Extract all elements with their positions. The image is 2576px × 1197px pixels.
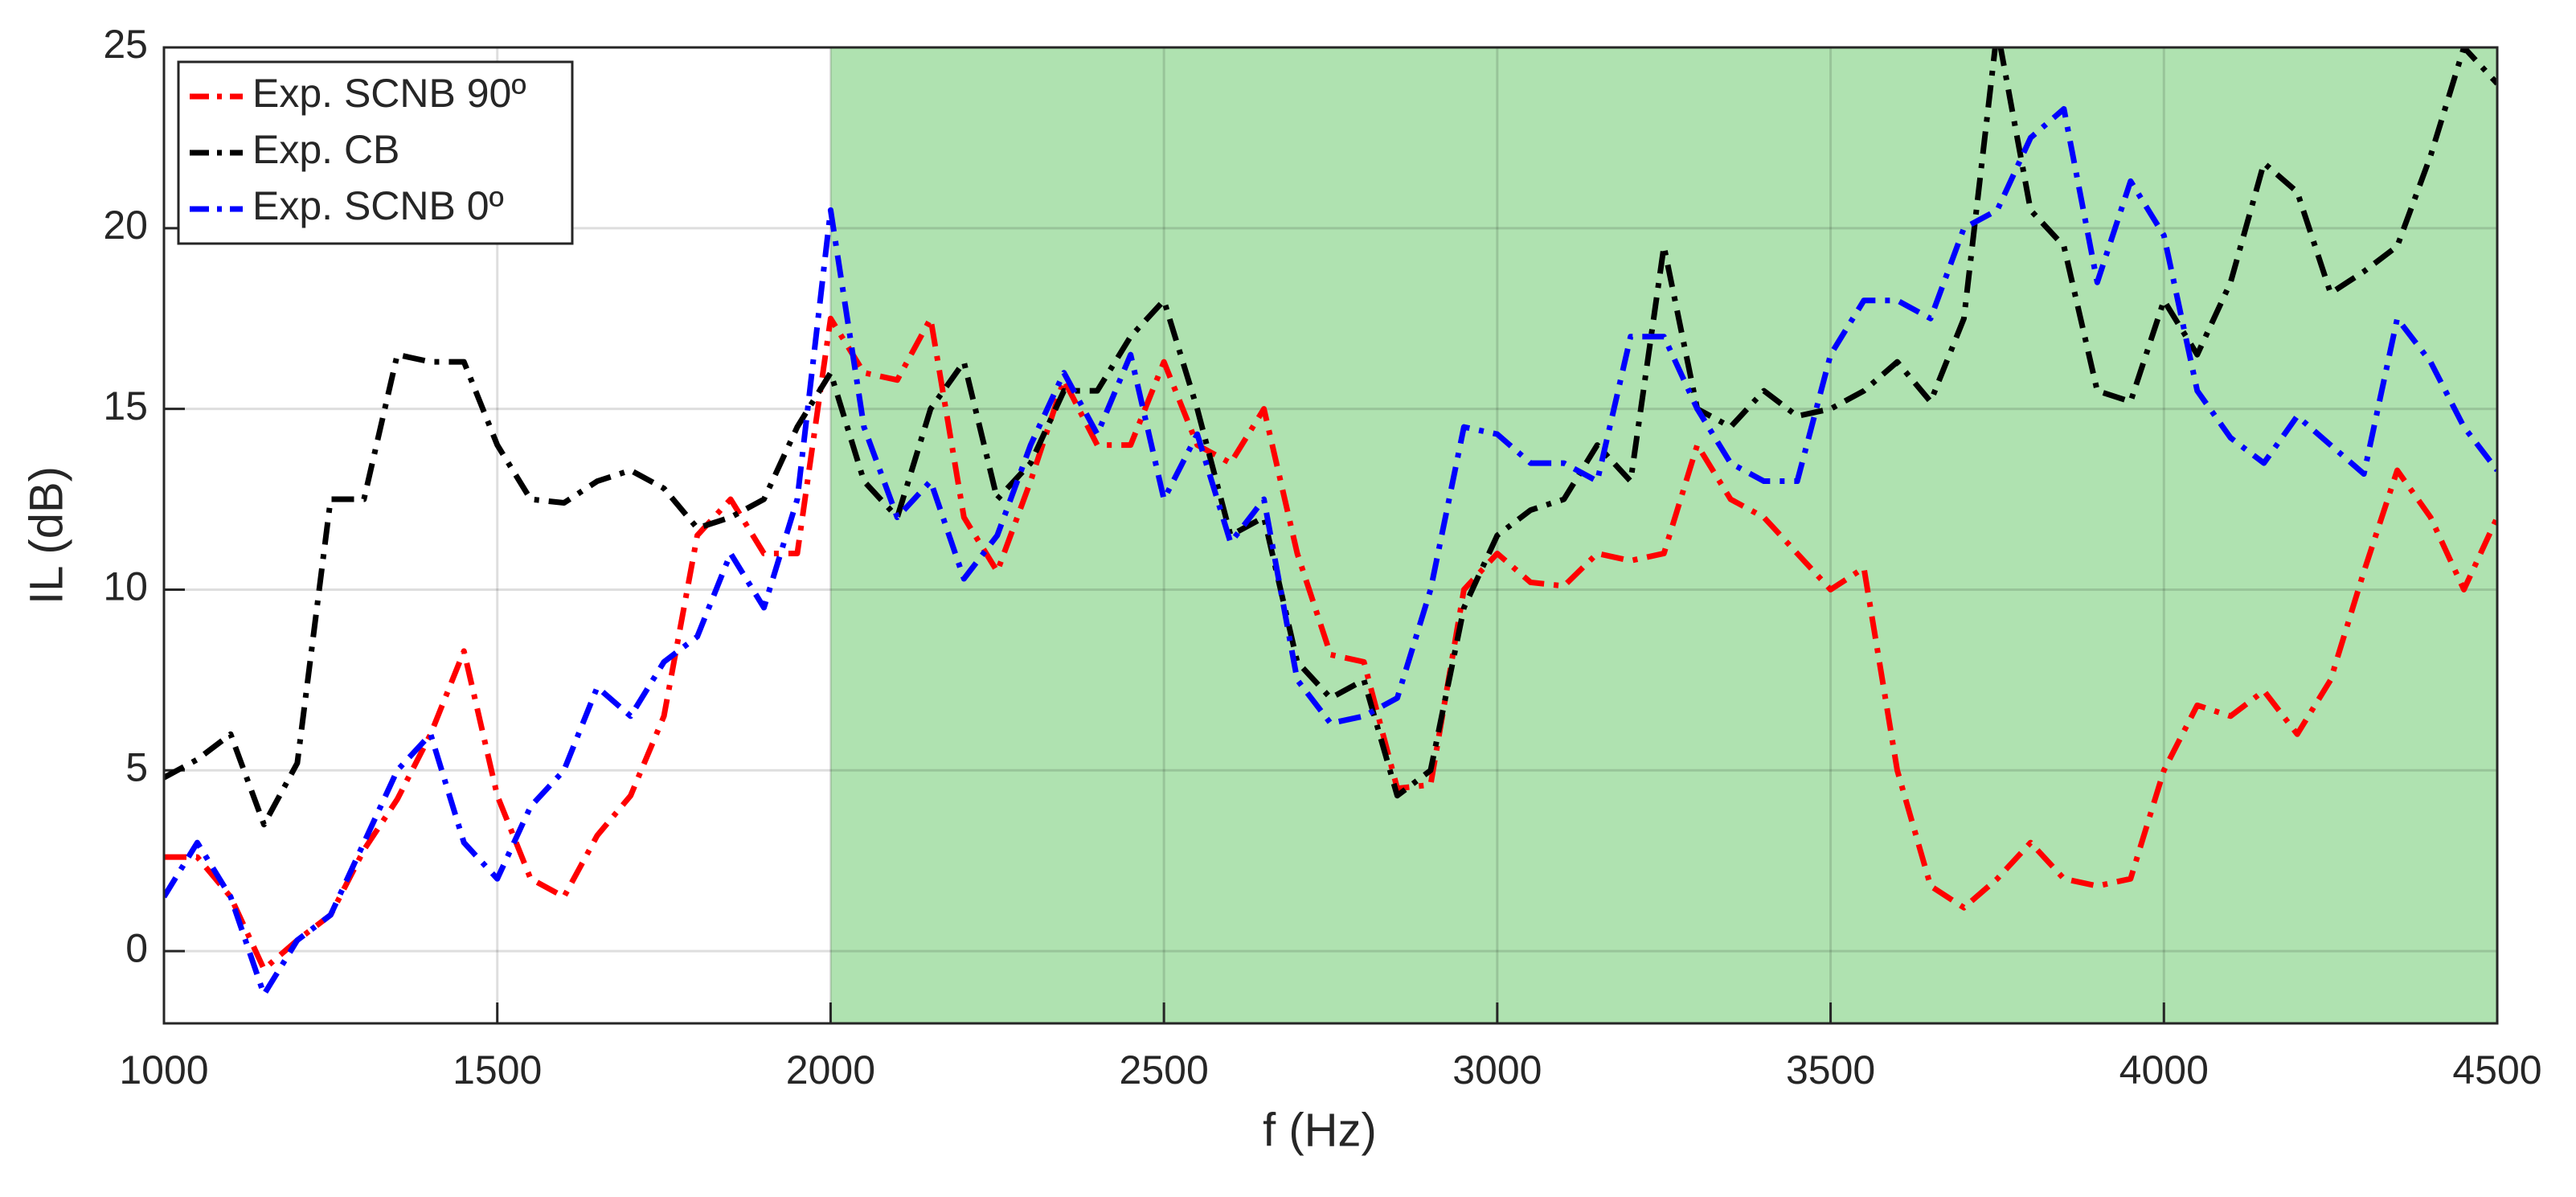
y-tick-label: 15	[103, 383, 148, 428]
y-tick-label: 10	[103, 564, 148, 609]
shaded-region	[830, 47, 2497, 1023]
y-tick-label: 20	[103, 203, 148, 248]
x-axis-label: f (Hz)	[1263, 1104, 1377, 1156]
legend-box	[177, 60, 574, 245]
y-axis-label: IL (dB)	[20, 466, 72, 605]
legend-label: Exp. SCNB 0º	[252, 183, 504, 228]
x-tick-label: 4000	[2119, 1047, 2209, 1092]
x-tick-label: 3500	[1786, 1047, 1875, 1092]
data-line	[164, 47, 2497, 828]
x-tick-label: 3000	[1452, 1047, 1542, 1092]
y-tick-label: 5	[125, 744, 148, 789]
y-tick-label: 25	[103, 22, 148, 67]
data-line	[164, 315, 2497, 973]
plot-area	[164, 47, 2497, 998]
x-tick-label: 1000	[119, 1047, 208, 1092]
legend-label: Exp. SCNB 90º	[252, 71, 526, 116]
legend-label: Exp. CB	[252, 127, 399, 172]
plot-frame	[162, 46, 2499, 1025]
x-tick-label: 4500	[2452, 1047, 2541, 1092]
x-tick-label: 2500	[1120, 1047, 1209, 1092]
x-tick-label: 1500	[453, 1047, 542, 1092]
y-tick-label: 0	[125, 925, 148, 970]
x-tick-label: 2000	[786, 1047, 875, 1092]
